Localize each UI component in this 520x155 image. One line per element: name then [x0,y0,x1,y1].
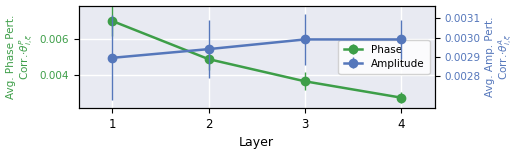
Y-axis label: Avg. Amp. Pert.
Corr.$\cdot\theta^A_{i,\xi}$: Avg. Amp. Pert. Corr.$\cdot\theta^A_{i,\… [485,17,514,97]
Y-axis label: Avg. Phase Pert.
Corr.$\cdot\theta^P_{i,\xi}$: Avg. Phase Pert. Corr.$\cdot\theta^P_{i,… [6,15,35,99]
Legend: Phase, Amplitude: Phase, Amplitude [339,40,430,74]
X-axis label: Layer: Layer [239,136,274,149]
